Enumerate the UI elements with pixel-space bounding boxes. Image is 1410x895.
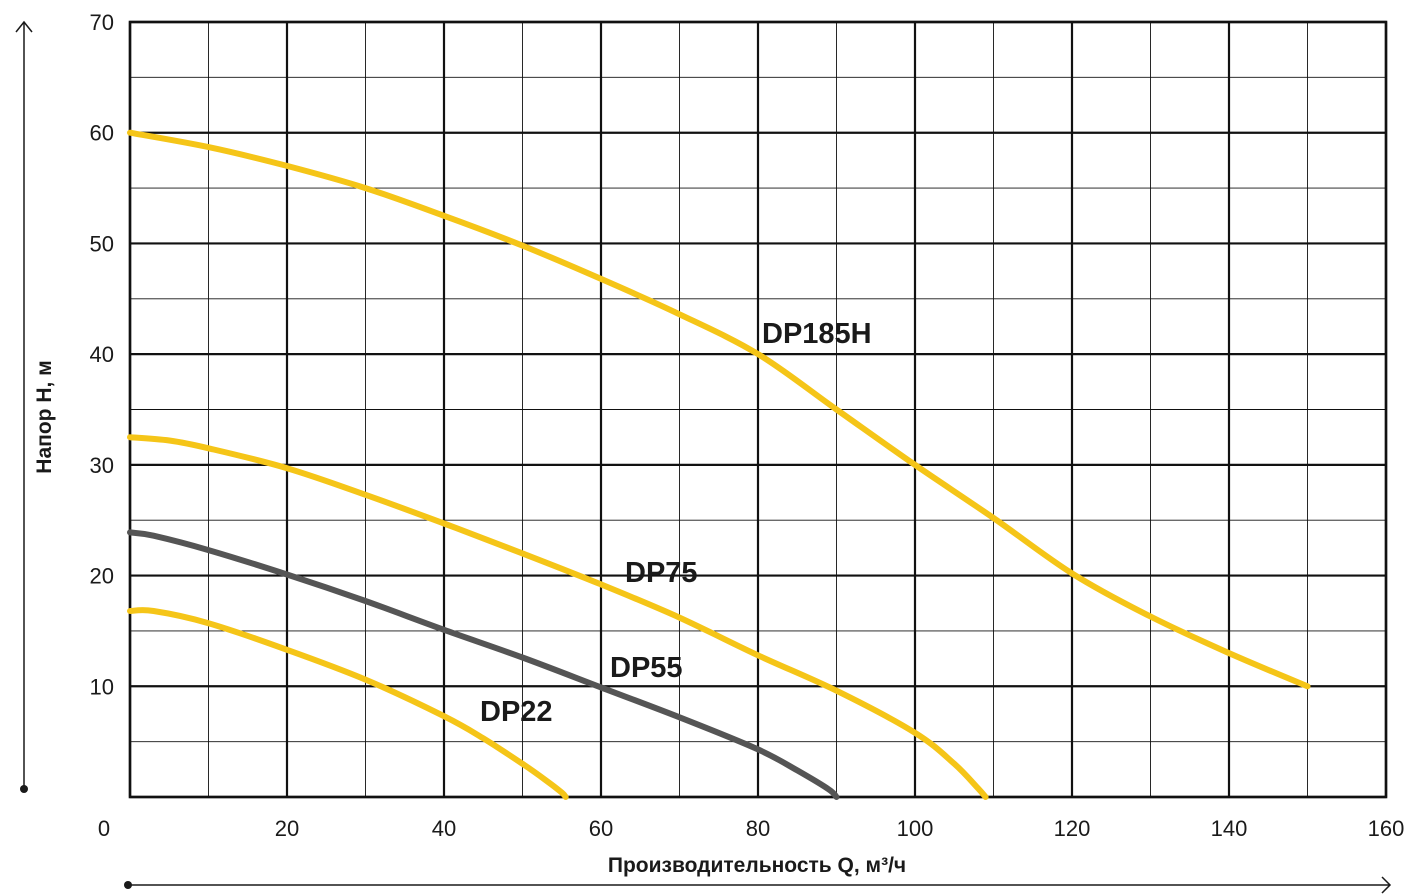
curve-dp22 bbox=[127, 607, 569, 800]
x-tick-label: 60 bbox=[589, 816, 613, 841]
curve-dp185h bbox=[127, 129, 1311, 690]
y-tick-label: 30 bbox=[90, 453, 114, 478]
x-axis-label: Производительность Q, м³/ч bbox=[608, 854, 906, 877]
x-tick-label: 160 bbox=[1368, 816, 1405, 841]
y-axis-label: Напор H, м bbox=[33, 360, 56, 473]
series-label-dp75: DP75 bbox=[625, 557, 698, 589]
grid bbox=[128, 20, 1388, 799]
y-tick-label: 10 bbox=[90, 674, 114, 699]
series-label-dp22: DP22 bbox=[480, 696, 553, 728]
y-axis-arrow bbox=[15, 20, 33, 793]
x-axis-arrow bbox=[124, 876, 1392, 894]
tick-labels: 0 20 40 60 80 100 120 140 160 10 20 30 40 50 60 70 bbox=[90, 10, 1405, 841]
y-tick-label: 60 bbox=[90, 121, 114, 146]
series-labels: DP185H DP75 DP55 DP22 bbox=[480, 318, 872, 728]
curve-dp75 bbox=[127, 434, 989, 800]
y-tick-label: 20 bbox=[90, 564, 114, 589]
y-tick-label: 70 bbox=[90, 10, 114, 35]
plot-frame bbox=[128, 20, 1388, 799]
y-tick-label: 50 bbox=[90, 231, 114, 256]
x-tick-label: 0 bbox=[98, 816, 110, 841]
y-tick-label: 40 bbox=[90, 342, 114, 367]
series-label-dp55: DP55 bbox=[610, 652, 683, 684]
performance-curves bbox=[127, 129, 1311, 800]
x-tick-label: 100 bbox=[897, 816, 934, 841]
x-tick-label: 40 bbox=[432, 816, 456, 841]
x-tick-label: 80 bbox=[746, 816, 770, 841]
x-tick-label: 140 bbox=[1211, 816, 1248, 841]
curve-dp55 bbox=[127, 529, 840, 800]
series-label-dp185h: DP185H bbox=[762, 318, 872, 350]
x-tick-label: 20 bbox=[275, 816, 299, 841]
x-tick-label: 120 bbox=[1054, 816, 1091, 841]
